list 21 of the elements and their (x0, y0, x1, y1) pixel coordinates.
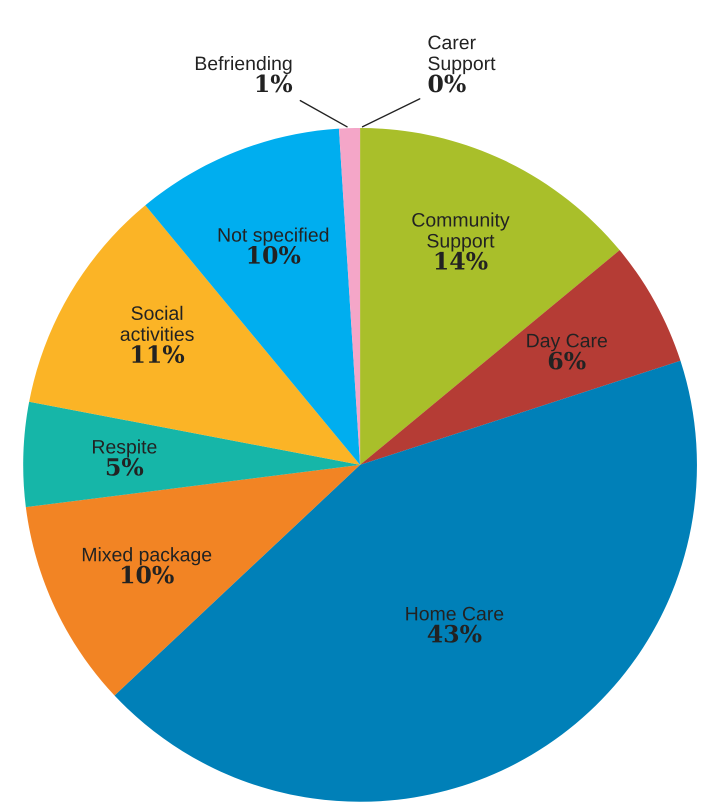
data-label: 43% (428, 624, 482, 643)
slice-label: Day Care (527, 334, 607, 352)
pie-slice (23, 402, 360, 508)
data-label: 10% (122, 566, 174, 584)
slice-label: Respite (93, 439, 156, 458)
slice-label: Mixed package (82, 547, 212, 566)
data-label: 11% (132, 345, 184, 364)
slice-label: Home Care (406, 606, 504, 621)
slice-label: Befriending (196, 56, 292, 74)
slice-label: Community Support (412, 212, 510, 252)
text: 0% (428, 74, 466, 92)
data-label: 1% (256, 74, 292, 92)
data-label: 5% (106, 458, 144, 476)
slice-label: Social activities (120, 306, 194, 341)
category-label: Carer Support (428, 36, 496, 74)
pie-slice (360, 128, 620, 465)
data-label: 6% (548, 352, 586, 370)
slice-label: Not specified (218, 227, 328, 246)
data-label: 14% (436, 252, 488, 270)
pie-slice (360, 250, 680, 465)
data-label: 10% (248, 246, 300, 264)
